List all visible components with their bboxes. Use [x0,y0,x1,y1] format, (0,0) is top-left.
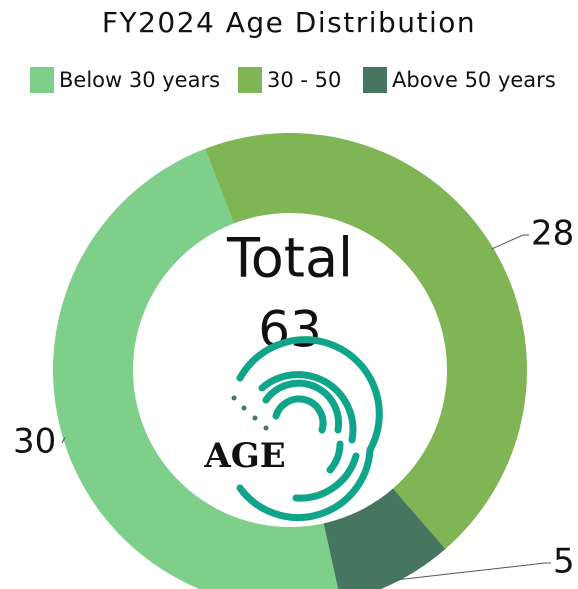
data-label: 28 [531,214,574,254]
legend-label: Below 30 years [59,68,220,92]
legend-swatch [30,67,54,93]
logo-arc [326,440,344,474]
legend-swatch [363,67,387,93]
data-label: 5 [553,542,575,582]
leader-line [491,234,529,250]
logo-arc [262,379,343,434]
logo-dot [263,425,269,431]
logo-dot [231,395,237,401]
logo-arc [236,336,383,521]
legend-label: Above 50 years [392,68,556,92]
logo-dot [252,415,258,421]
data-label: 30 [13,422,56,462]
logo [231,336,383,521]
leader-line [61,437,66,444]
center-label: Total [226,227,353,290]
logo-text: AGE [203,436,285,476]
logo-arc [292,452,360,502]
logo-arc [258,371,357,444]
logo-arc [272,395,327,434]
chart-title: FY2024 Age Distribution [102,6,476,39]
logo-dot [241,405,247,411]
legend-label: 30 - 50 [267,68,341,92]
leader-line [395,562,551,581]
legend-swatch [238,67,262,93]
